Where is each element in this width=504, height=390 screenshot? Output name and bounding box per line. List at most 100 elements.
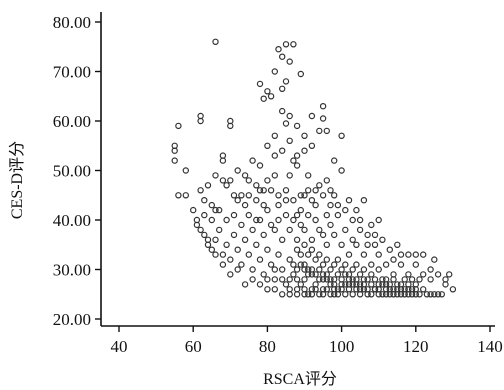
data-point — [275, 216, 282, 224]
x-axis-title: RSCA评分 — [263, 370, 337, 388]
data-point — [293, 236, 301, 243]
data-point — [316, 251, 323, 258]
data-point — [390, 256, 397, 263]
data-point — [312, 216, 319, 224]
data-point — [290, 41, 297, 48]
data-point — [394, 281, 401, 288]
data-point — [279, 147, 286, 154]
data-point — [312, 256, 319, 263]
y-tick-label: 20.00 — [53, 310, 91, 329]
data-point — [286, 276, 293, 283]
data-point — [204, 182, 212, 189]
data-point — [282, 187, 290, 194]
data-point — [249, 157, 256, 164]
data-point — [279, 236, 286, 243]
data-point — [312, 271, 319, 278]
data-point — [208, 201, 215, 209]
data-point — [271, 276, 278, 283]
data-point — [394, 291, 401, 298]
data-point — [331, 291, 338, 298]
data-point — [349, 266, 356, 273]
data-point — [342, 271, 349, 278]
data-point — [327, 266, 334, 273]
data-point — [201, 231, 208, 239]
data-point — [308, 291, 316, 298]
y-tick-label: 80.00 — [53, 13, 91, 32]
data-point — [212, 38, 219, 46]
data-point — [416, 291, 423, 298]
data-point — [316, 266, 323, 273]
data-point — [420, 271, 427, 278]
data-point — [319, 261, 327, 268]
data-point — [382, 261, 390, 268]
data-point — [408, 291, 416, 298]
data-point — [279, 85, 286, 93]
data-point — [227, 177, 234, 184]
data-point — [264, 286, 271, 293]
data-point — [401, 286, 408, 293]
data-point — [241, 172, 249, 179]
data-point — [271, 132, 278, 139]
data-point — [353, 276, 360, 283]
data-point — [353, 286, 360, 293]
data-point — [323, 256, 330, 263]
data-point — [368, 261, 375, 268]
data-point — [405, 251, 412, 258]
data-point — [427, 266, 434, 273]
data-point — [193, 216, 201, 224]
data-point — [420, 251, 427, 258]
data-point — [290, 271, 297, 278]
data-point — [264, 246, 271, 253]
data-point — [316, 182, 323, 189]
data-point — [390, 286, 397, 293]
data-point — [245, 211, 252, 219]
data-point — [271, 226, 278, 234]
data-point — [371, 276, 379, 283]
ticks-layer: 20.00 30.00 40.00 50.00 60.00 70.00 80.00 40 60 8… — [53, 13, 503, 356]
data-point — [405, 286, 412, 293]
data-point — [308, 112, 316, 120]
data-point — [301, 192, 308, 199]
data-point — [382, 291, 390, 298]
data-point — [279, 266, 286, 273]
data-point — [371, 241, 379, 248]
data-point — [323, 276, 330, 283]
data-point — [297, 192, 304, 199]
plot-layer — [171, 38, 457, 298]
data-point — [375, 251, 382, 258]
data-point — [408, 276, 416, 283]
y-tick-label: 70.00 — [53, 63, 91, 82]
y-tick-label: 50.00 — [53, 162, 91, 181]
data-point — [215, 206, 223, 214]
data-point — [394, 241, 401, 248]
data-point — [342, 261, 349, 268]
data-point — [356, 286, 364, 293]
data-point — [267, 261, 275, 268]
data-point — [401, 276, 408, 283]
data-point — [264, 206, 271, 214]
data-point — [290, 157, 297, 164]
data-point — [264, 177, 271, 184]
data-point — [342, 281, 349, 288]
data-point — [197, 226, 204, 234]
data-point — [319, 231, 327, 239]
data-point — [308, 142, 316, 149]
data-point — [293, 276, 301, 283]
data-point — [223, 182, 230, 189]
data-point — [275, 46, 282, 53]
data-point — [286, 58, 293, 65]
data-point — [316, 127, 323, 135]
data-point — [182, 167, 189, 174]
data-point — [275, 251, 282, 258]
data-point — [219, 177, 227, 184]
data-point — [227, 122, 234, 130]
x-tick-label: 140 — [477, 337, 503, 356]
data-point — [219, 157, 227, 164]
data-point — [171, 147, 178, 154]
data-point — [241, 201, 249, 209]
data-point — [382, 281, 390, 288]
data-point — [297, 261, 304, 268]
data-point — [279, 53, 286, 60]
data-point — [267, 93, 275, 100]
